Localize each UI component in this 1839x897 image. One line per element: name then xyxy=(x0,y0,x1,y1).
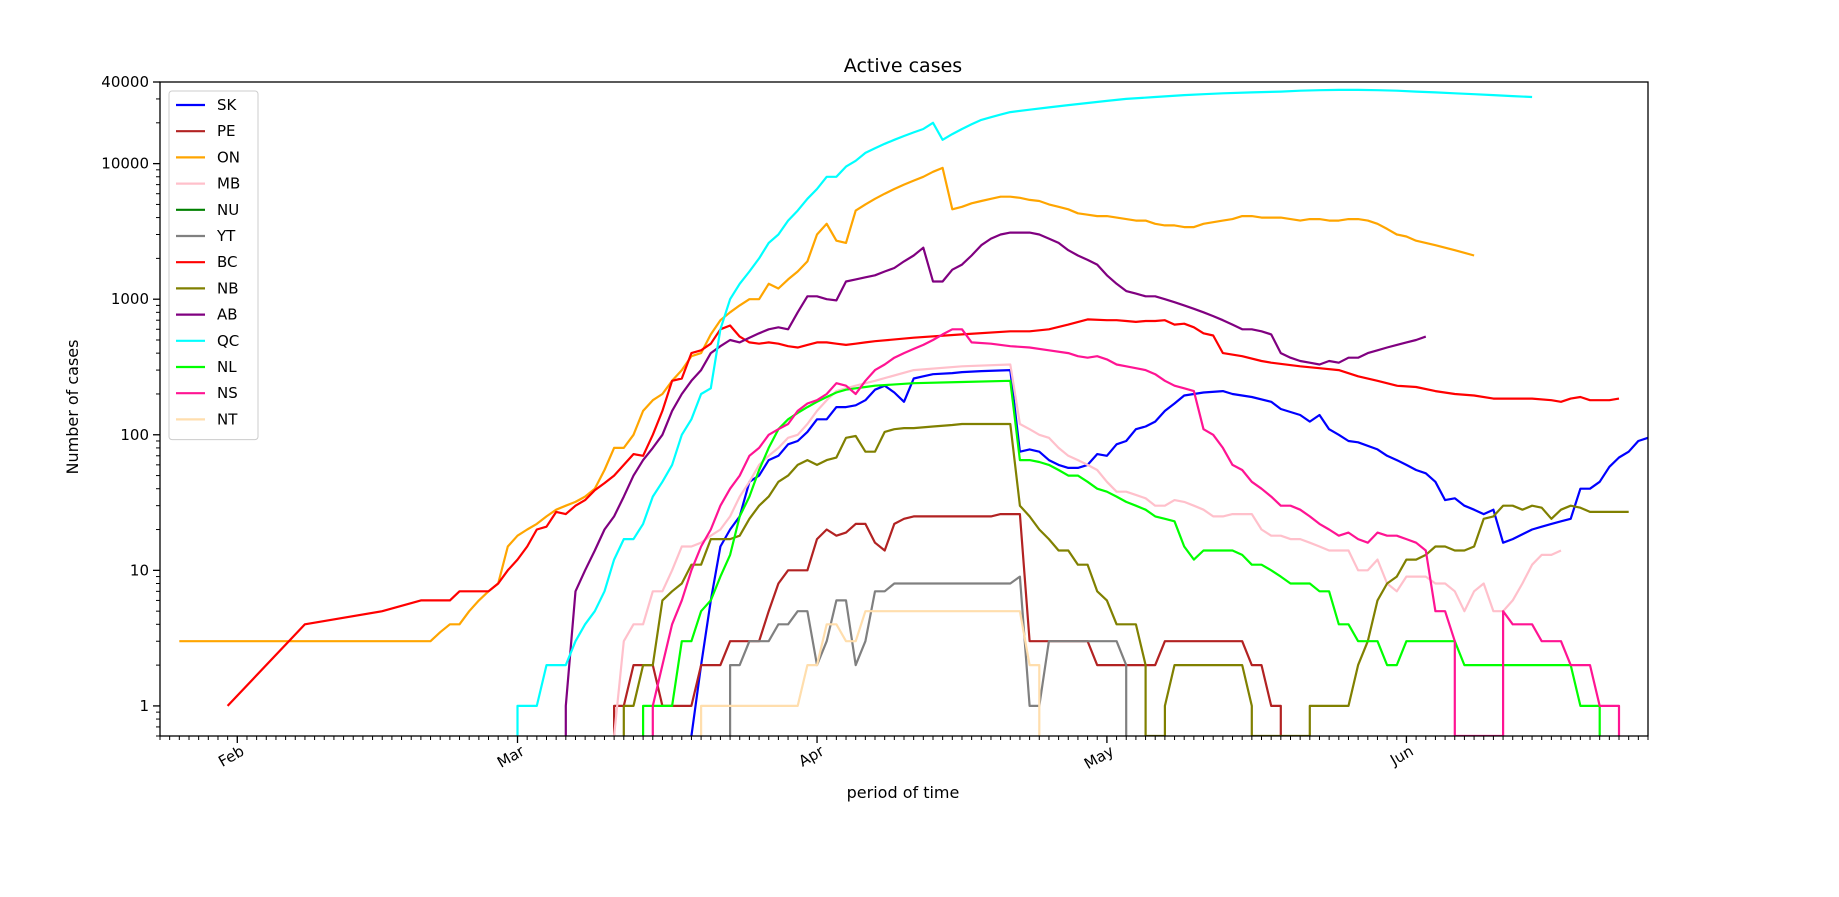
y-tick-label: 100 xyxy=(120,426,149,444)
y-axis-label: Number of cases xyxy=(63,340,82,475)
x-tick-label: Jun xyxy=(1386,742,1416,770)
legend-label: NS xyxy=(217,384,238,402)
series-line-ab xyxy=(564,231,1427,736)
x-tick-label: Apr xyxy=(796,741,828,770)
series-line-ns xyxy=(651,328,1621,736)
legend-label: NU xyxy=(217,201,239,219)
series-line-pe xyxy=(613,513,1282,736)
chart-title: Active cases xyxy=(844,55,962,77)
y-tick-label: 1000 xyxy=(111,290,149,308)
legend-label: QC xyxy=(217,332,239,350)
y-tick-label: 1 xyxy=(139,697,149,715)
legend-label: BC xyxy=(217,253,238,271)
legend: SK PE ON MB NU YT BC NB AB QC NL NS NT xyxy=(168,90,259,441)
legend-label: ON xyxy=(217,148,240,166)
x-axis: Feb Mar Apr May Jun xyxy=(159,736,1649,773)
legend-label: PE xyxy=(217,122,236,140)
legend-label: NB xyxy=(217,279,239,297)
x-tick-label: Feb xyxy=(215,742,247,771)
legend-label: NL xyxy=(217,358,237,376)
plot-frame xyxy=(159,81,1649,737)
x-tick-label: Mar xyxy=(494,741,528,771)
series-line-sk xyxy=(690,369,1648,736)
y-tick-label: 10 xyxy=(130,561,149,579)
series-line-nl xyxy=(642,379,1601,736)
y-tick-label: 40000 xyxy=(101,73,149,91)
series-line-nb xyxy=(622,422,1629,736)
legend-box xyxy=(168,90,259,441)
y-axis: 1 10 100 1000 10000 40000 xyxy=(101,73,160,737)
series-line-on xyxy=(179,166,1475,643)
legend-label: SK xyxy=(217,96,238,114)
series-line-bc xyxy=(226,318,1620,707)
x-tick-label: May xyxy=(1081,742,1117,773)
series-line-yt xyxy=(729,575,1128,736)
y-tick-label: 10000 xyxy=(101,155,149,173)
legend-label: NT xyxy=(217,410,238,428)
series-line-qc xyxy=(516,88,1533,736)
series-line-mb xyxy=(613,363,1562,736)
plot-area xyxy=(179,88,1648,736)
legend-label: AB xyxy=(217,306,238,324)
legend-label: YT xyxy=(216,227,236,245)
x-axis-label: period of time xyxy=(847,783,960,802)
legend-label: MB xyxy=(217,175,240,193)
series-line-nt xyxy=(700,610,1041,736)
